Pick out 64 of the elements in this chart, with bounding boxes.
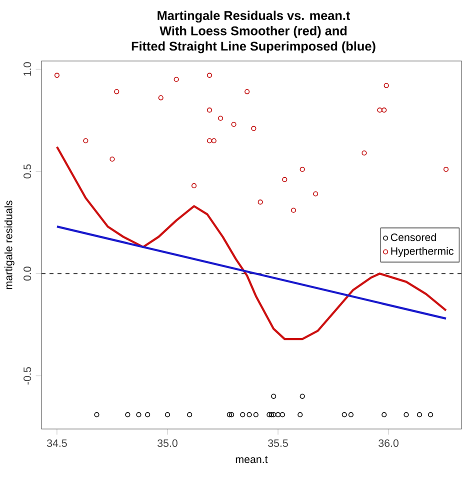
point — [174, 76, 180, 82]
point — [266, 412, 272, 418]
point — [240, 412, 246, 418]
point — [377, 108, 382, 113]
x-tick-label: 34.5 — [47, 439, 68, 447]
y-tick-label: 1.0 — [24, 62, 32, 76]
legend-label: Censored — [391, 233, 436, 242]
point — [114, 89, 120, 94]
point — [254, 412, 259, 418]
point — [300, 166, 306, 172]
legend-label: Hyperthermic — [392, 246, 454, 257]
point — [276, 412, 281, 418]
point — [291, 208, 296, 213]
point — [444, 166, 449, 172]
point — [94, 412, 100, 418]
point — [428, 412, 434, 418]
point — [382, 108, 387, 113]
point — [158, 95, 164, 100]
point — [251, 126, 256, 131]
point — [54, 72, 60, 78]
point — [110, 156, 116, 162]
point — [192, 183, 197, 188]
y-tick-label: -0.5 — [24, 367, 32, 385]
point — [247, 412, 252, 418]
y-axis-title: martigale residuals — [4, 200, 15, 290]
point — [382, 412, 387, 418]
text: With Loess Smoother (red) and — [160, 26, 347, 38]
point — [229, 412, 234, 418]
point — [271, 394, 276, 399]
x-tick-label: 35.0 — [158, 439, 178, 447]
point — [300, 394, 306, 399]
point — [207, 138, 212, 144]
point — [282, 177, 288, 182]
point — [384, 82, 390, 88]
point — [232, 122, 237, 127]
y-tick-label: 0.0 — [24, 266, 32, 281]
point — [313, 191, 318, 196]
point — [404, 412, 410, 418]
point — [258, 200, 264, 205]
y-tick-label: 0.5 — [24, 164, 32, 178]
point — [342, 412, 348, 418]
point — [227, 412, 232, 418]
point — [298, 412, 303, 418]
point — [269, 412, 274, 418]
x-axis-title: mean.t — [236, 456, 268, 464]
point — [125, 412, 130, 418]
point — [362, 150, 368, 156]
x-tick-label: 35.5 — [268, 439, 288, 447]
point — [145, 412, 150, 418]
point — [136, 412, 142, 418]
point — [165, 412, 170, 418]
chart-title: Martingale Residuals vs. mean.t — [158, 10, 350, 23]
point — [207, 72, 212, 78]
point — [244, 89, 250, 94]
x-tick-label: 36.0 — [378, 439, 399, 447]
point — [348, 412, 354, 418]
text: Fitted Straight Line Superimposed (blue) — [132, 41, 376, 54]
point — [218, 116, 224, 121]
point — [207, 108, 212, 113]
point — [417, 412, 422, 418]
point — [187, 412, 192, 418]
point — [212, 138, 217, 144]
point — [83, 138, 88, 144]
point — [280, 412, 286, 418]
